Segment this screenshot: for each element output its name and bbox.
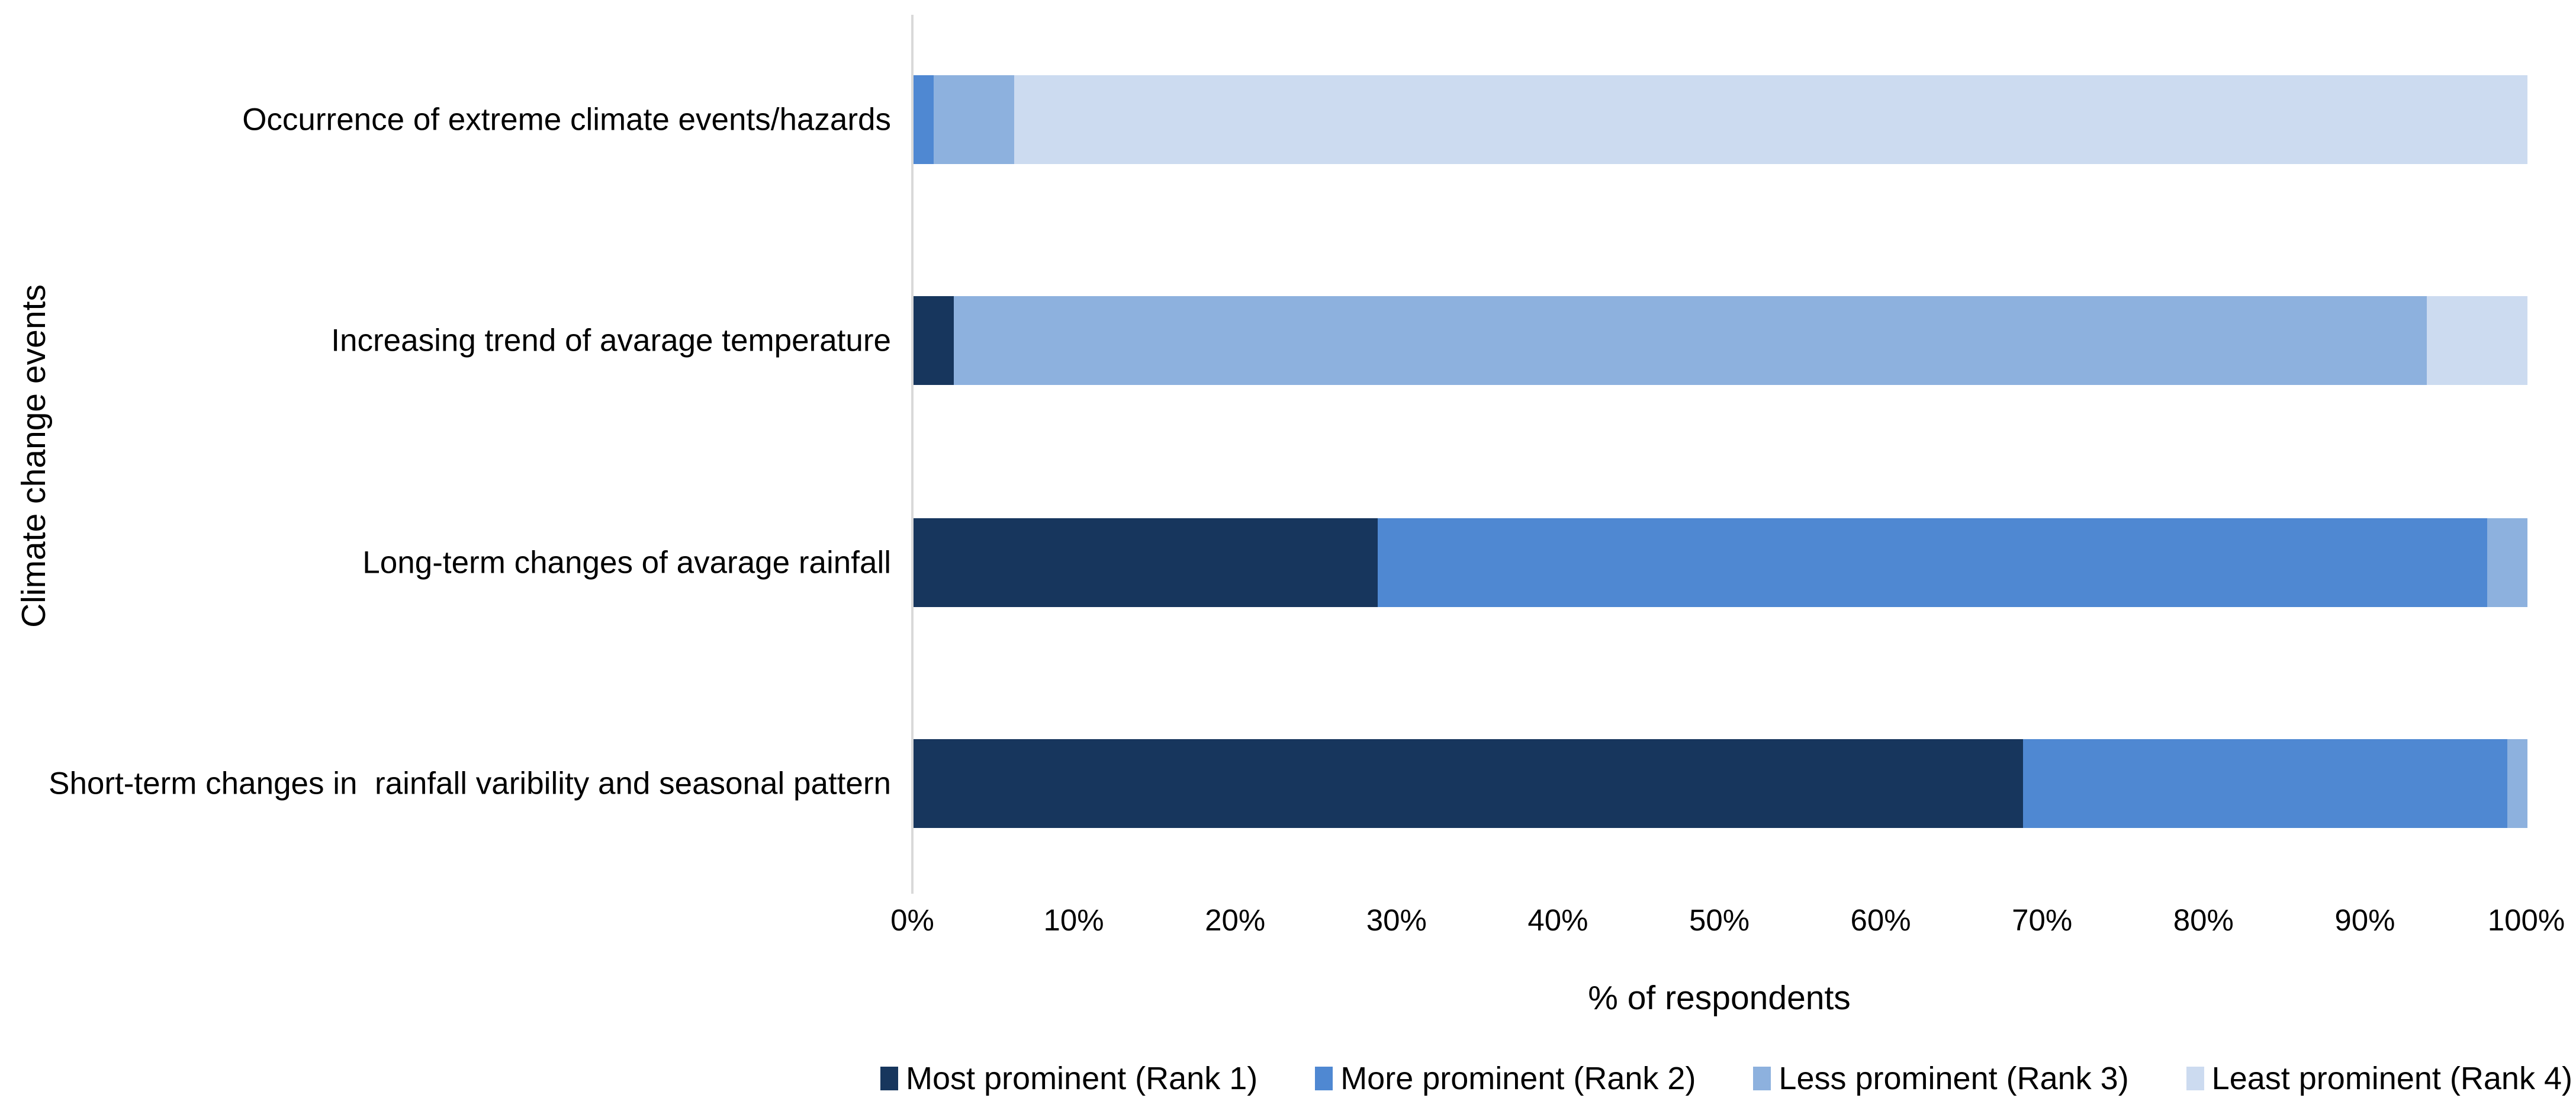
x-tick-label: 100% [2487, 903, 2565, 937]
legend-item: Most prominent (Rank 1) [880, 1060, 1258, 1097]
category-label-4: Short-term changes in rainfall varibilit… [49, 766, 891, 801]
bar-segment [1014, 75, 2527, 164]
category-label-1: Occurrence of extreme climate events/haz… [242, 102, 891, 137]
legend-label: Less prominent (Rank 3) [1779, 1061, 2129, 1096]
bar-segment [2426, 296, 2527, 385]
bar-segment [914, 739, 2024, 828]
x-axis-title: % of respondents [1588, 979, 1851, 1017]
legend: Most prominent (Rank 1) More prominent (R… [880, 1060, 2572, 1097]
bar-1 [914, 75, 2527, 164]
legend-swatch-icon [1753, 1067, 1771, 1090]
x-tick-label: 0% [890, 903, 934, 937]
legend-item: More prominent (Rank 2) [1315, 1060, 1696, 1097]
bar-segment [2487, 518, 2527, 607]
x-tick-label: 20% [1205, 903, 1266, 937]
legend-swatch-icon [880, 1067, 898, 1090]
x-tick-label: 50% [1689, 903, 1750, 937]
x-tick-label: 60% [1850, 903, 1911, 937]
x-tick-label: 80% [2173, 903, 2234, 937]
bar-segment [914, 518, 1378, 607]
legend-swatch-icon [1315, 1067, 1333, 1090]
legend-label: Most prominent (Rank 1) [906, 1061, 1258, 1096]
legend-swatch-icon [2186, 1067, 2204, 1090]
bar-segment [2507, 739, 2527, 828]
category-label-3: Long-term changes of avarage rainfall [362, 545, 891, 580]
category-label-2: Increasing trend of avarage temperature [331, 323, 891, 358]
legend-label: Least prominent (Rank 4) [2211, 1061, 2572, 1096]
legend-item: Less prominent (Rank 3) [1753, 1060, 2129, 1097]
x-tick-label: 90% [2334, 903, 2395, 937]
x-tick-label: 70% [2012, 903, 2073, 937]
bar-4 [914, 739, 2527, 828]
bar-segment [2023, 739, 2507, 828]
bar-segment [954, 296, 2427, 385]
bar-3 [914, 518, 2527, 607]
bar-segment [914, 296, 954, 385]
y-axis-line [911, 15, 914, 894]
x-tick-label: 30% [1366, 903, 1427, 937]
bar-segment [934, 75, 1015, 164]
legend-item: Least prominent (Rank 4) [2186, 1060, 2572, 1097]
y-axis-title: Climate change events [15, 284, 53, 628]
x-tick-label: 10% [1043, 903, 1104, 937]
bar-segment [1377, 518, 2487, 607]
legend-label: More prominent (Rank 2) [1340, 1061, 1696, 1096]
bar-2 [914, 296, 2527, 385]
bar-segment [914, 75, 934, 164]
x-tick-label: 40% [1527, 903, 1588, 937]
